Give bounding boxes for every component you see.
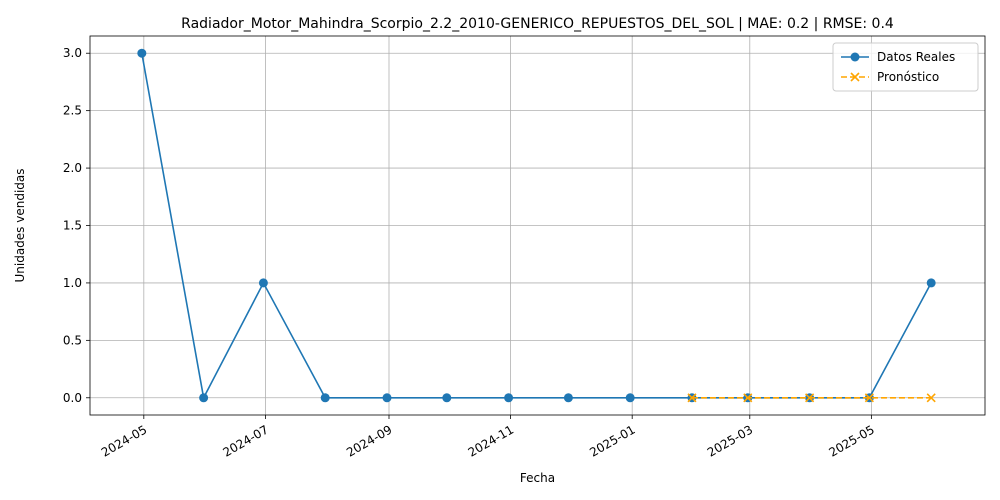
y-axis: 0.0 0.5 1.0 1.5 2.0 2.5 3.0 bbox=[63, 46, 90, 405]
x-tick-label: 2024-11 bbox=[466, 422, 516, 459]
data-point bbox=[199, 393, 209, 403]
x-tick-label: 2024-05 bbox=[99, 422, 149, 459]
x-tick-label: 2025-01 bbox=[587, 422, 637, 459]
legend-item: Datos Reales bbox=[841, 50, 955, 64]
y-axis-label: Unidades vendidas bbox=[13, 168, 27, 282]
data-point bbox=[563, 393, 573, 403]
legend-marker bbox=[850, 52, 860, 62]
x-tick-label: 2024-09 bbox=[344, 422, 394, 459]
y-tick-label: 2.5 bbox=[63, 104, 82, 118]
y-tick-label: 2.0 bbox=[63, 161, 82, 175]
legend-box bbox=[832, 42, 979, 92]
y-tick-label: 0.5 bbox=[63, 333, 82, 347]
data-point bbox=[926, 278, 936, 288]
x-axis: 2024-05 2024-07 2024-09 2024-11 2025-01 2025-… bbox=[99, 415, 877, 460]
chart-title: Radiador_Motor_Mahindra_Scorpio_2.2_2010… bbox=[181, 16, 894, 32]
x-tick-label: 2025-05 bbox=[826, 422, 876, 459]
y-tick-label: 0.0 bbox=[63, 391, 82, 405]
legend-marker bbox=[850, 72, 860, 82]
data-point bbox=[442, 393, 452, 403]
forecast-point bbox=[687, 393, 697, 403]
series-layer bbox=[137, 48, 936, 403]
legend-label: Pronóstico bbox=[877, 70, 939, 84]
data-point bbox=[504, 393, 514, 403]
data-point bbox=[258, 278, 268, 288]
x-tick-label: 2025-03 bbox=[705, 422, 755, 459]
y-tick-label: 1.5 bbox=[63, 219, 82, 233]
legend: Datos Reales Pronóstico bbox=[832, 42, 979, 92]
forecast-point bbox=[805, 393, 815, 403]
data-point bbox=[382, 393, 392, 403]
x-axis-label: Fecha bbox=[520, 471, 555, 485]
y-tick-label: 1.0 bbox=[63, 276, 82, 290]
forecast-point bbox=[743, 393, 753, 403]
grid bbox=[90, 36, 985, 415]
y-tick-label: 3.0 bbox=[63, 46, 82, 60]
forecast-point bbox=[926, 393, 936, 403]
series-forecast bbox=[687, 393, 936, 403]
forecast-point bbox=[864, 393, 874, 403]
data-point bbox=[320, 393, 330, 403]
series-line bbox=[141, 53, 932, 401]
legend-item: Pronóstico bbox=[841, 70, 939, 84]
x-tick-label: 2024-07 bbox=[220, 422, 270, 459]
data-point bbox=[137, 48, 147, 58]
data-point bbox=[625, 393, 635, 403]
legend-label: Datos Reales bbox=[877, 50, 955, 64]
